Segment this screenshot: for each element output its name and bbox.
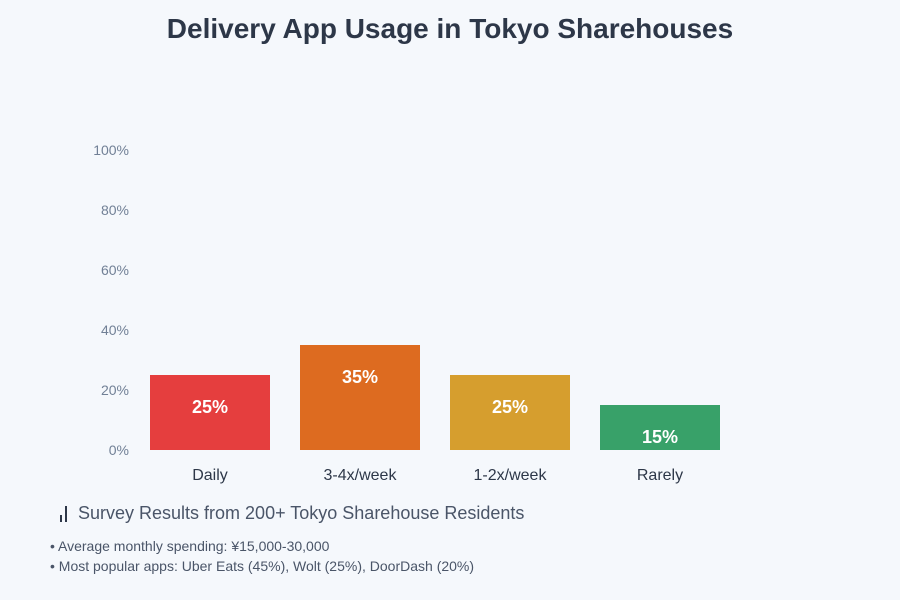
chart-title: Delivery App Usage in Tokyo Sharehouses (166, 13, 734, 44)
survey-note: • Most popular apps: Uber Eats (45%), Wo… (50, 558, 475, 574)
y-tick-label: 100% (93, 142, 129, 158)
y-tick-label: 80% (101, 202, 129, 218)
survey-notes: • Average monthly spending: ¥15,000-30,0… (50, 536, 474, 576)
y-tick-label: 0% (109, 442, 129, 458)
bar-value-label: 35% (342, 367, 378, 387)
survey-note: • Average monthly spending: ¥15,000-30,0… (50, 538, 330, 554)
x-tick-label: Rarely (637, 467, 683, 484)
bar (600, 405, 720, 450)
y-tick-label: 60% (101, 262, 129, 278)
y-tick-label: 20% (101, 382, 129, 398)
survey-heading-row: Survey Results from 200+ Tokyo Sharehous… (58, 503, 524, 524)
survey-heading: Survey Results from 200+ Tokyo Sharehous… (78, 503, 525, 523)
x-tick-label: Daily (192, 467, 228, 484)
x-tick-label: 1-2x/week (474, 467, 548, 484)
bar-value-label: 25% (192, 397, 228, 417)
bar-value-label: 15% (642, 427, 678, 447)
bar-value-label: 25% (492, 397, 528, 417)
bar (150, 375, 270, 450)
y-tick-label: 40% (101, 322, 129, 338)
bar (300, 345, 420, 450)
bar (450, 375, 570, 450)
x-tick-label: 3-4x/week (324, 467, 398, 484)
bar-chart-icon (58, 505, 70, 522)
